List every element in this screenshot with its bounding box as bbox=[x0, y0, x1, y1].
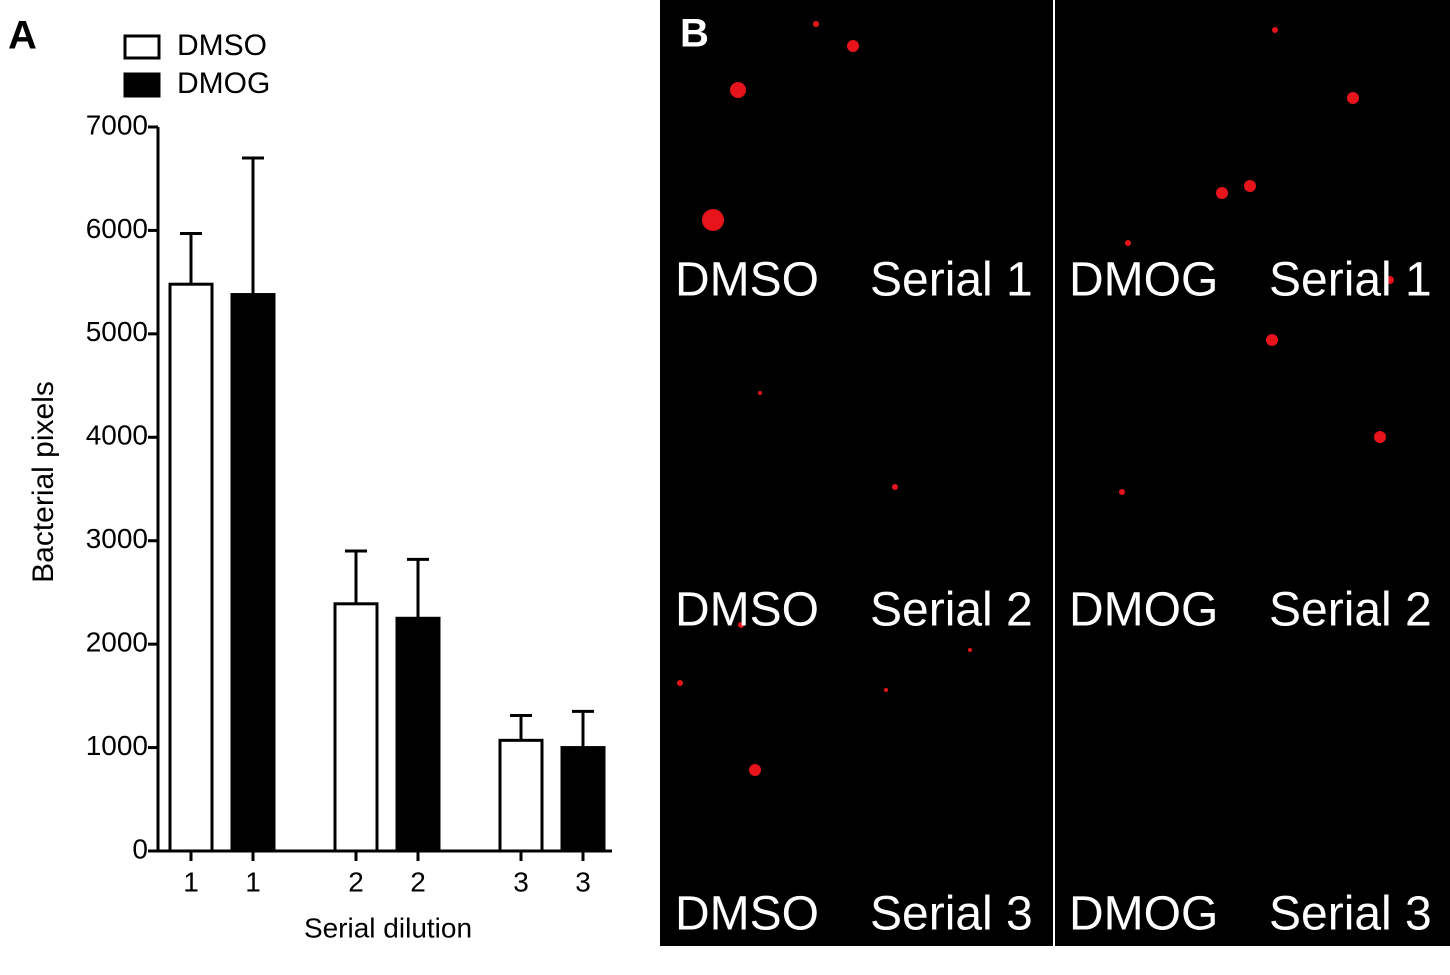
x-tick-label: 1 bbox=[183, 866, 199, 897]
legend-swatch bbox=[123, 72, 161, 98]
x-tick-label: 2 bbox=[348, 866, 364, 897]
y-axis-label: Bacterial pixels bbox=[27, 381, 60, 583]
bar bbox=[333, 602, 379, 853]
micrograph-label: Serial 1 bbox=[1269, 254, 1432, 307]
micrograph-label: Serial 2 bbox=[870, 584, 1033, 637]
micrograph-label: Serial 1 bbox=[870, 254, 1033, 307]
x-tick-label: 3 bbox=[513, 866, 529, 897]
x-axis-label: Serial dilution bbox=[304, 912, 472, 943]
micrograph-label: Serial 2 bbox=[1269, 584, 1432, 637]
legend-label: DMSO bbox=[177, 29, 267, 62]
y-tick-label: 3000 bbox=[86, 523, 148, 554]
y-tick-label: 7000 bbox=[86, 109, 148, 140]
bar bbox=[168, 282, 214, 853]
micrograph-label: DMSO bbox=[675, 254, 819, 307]
legend-label: DMOG bbox=[177, 67, 270, 100]
micrograph-label: DMSO bbox=[675, 584, 819, 637]
micrograph-label: Serial 3 bbox=[870, 888, 1033, 941]
bar bbox=[230, 293, 276, 853]
x-tick-label: 1 bbox=[245, 866, 261, 897]
micrograph-label: Serial 3 bbox=[1269, 888, 1432, 941]
y-tick-label: 1000 bbox=[86, 730, 148, 761]
bar bbox=[395, 616, 441, 853]
panel-label: A bbox=[8, 14, 37, 58]
x-tick-label: 3 bbox=[575, 866, 591, 897]
legend-swatch bbox=[123, 34, 161, 60]
y-tick-label: 4000 bbox=[86, 420, 148, 451]
micrograph-label: DMOG bbox=[1069, 254, 1218, 307]
bacteria-dots bbox=[677, 21, 1394, 776]
y-tick-label: 6000 bbox=[86, 213, 148, 244]
bar bbox=[498, 738, 544, 853]
x-tick-label: 2 bbox=[410, 866, 426, 897]
y-tick-label: 0 bbox=[132, 833, 148, 864]
bar bbox=[560, 746, 606, 853]
y-tick-label: 2000 bbox=[86, 627, 148, 658]
micrograph-label: DMOG bbox=[1069, 584, 1218, 637]
micrograph-label: DMSO bbox=[675, 888, 819, 941]
y-tick-label: 5000 bbox=[86, 316, 148, 347]
micrograph-label: DMOG bbox=[1069, 888, 1218, 941]
panel-label: B bbox=[680, 12, 709, 56]
